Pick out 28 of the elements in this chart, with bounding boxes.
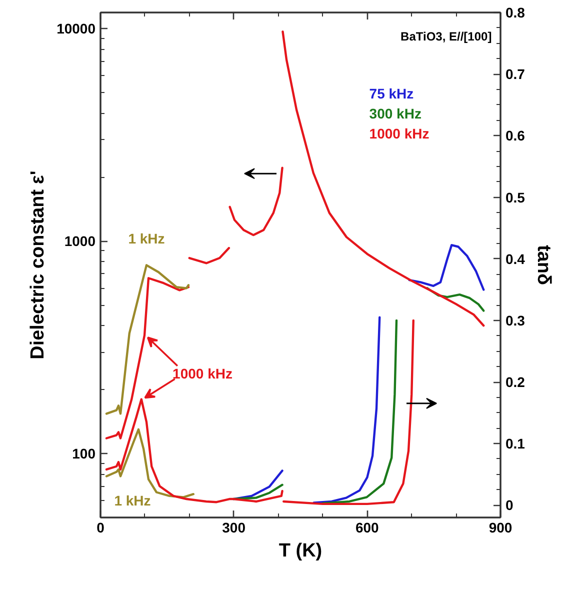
y-axis-title: Dielectric constant ε' [28,170,49,360]
text: 300 kHz [369,106,422,122]
y2-tick-label: 0.6 [506,128,526,144]
x-tick-label: 0 [96,520,105,536]
y-tick-label: 10000 [56,20,96,37]
annotation: 1 kHz [128,230,165,247]
y-tick-label: 100 [72,446,96,462]
y2-tick-label: 0.2 [506,374,526,390]
x-tick-label: 900 [488,520,512,536]
x-tick-label: 600 [355,520,380,536]
y2-tick-label: 0.3 [506,312,526,328]
y-tick-label: 1000 [64,233,96,250]
annotation: BaTiO3, E//[100] [400,30,492,44]
line-series [426,287,485,312]
x-tick-label: 300 [222,520,246,536]
y2-tick-label: 0.4 [506,250,526,267]
y2-tick-label: 0.1 [506,436,526,452]
line-series [408,244,485,291]
text: 75 kHz [369,85,414,102]
y2-axis-title: tanδ [532,244,554,286]
annotation: 1000 kHz [172,366,232,382]
y2-tick-label: 0.5 [506,189,526,206]
y2-tick-label: 0.8 [506,4,526,20]
y2-tick-label: 0.7 [506,66,526,82]
text: 1000 kHz [369,126,430,142]
y2-tick-label: 0 [506,497,514,514]
x-axis-title: T (K) [278,540,322,562]
annotation: 1 kHz [114,492,151,508]
